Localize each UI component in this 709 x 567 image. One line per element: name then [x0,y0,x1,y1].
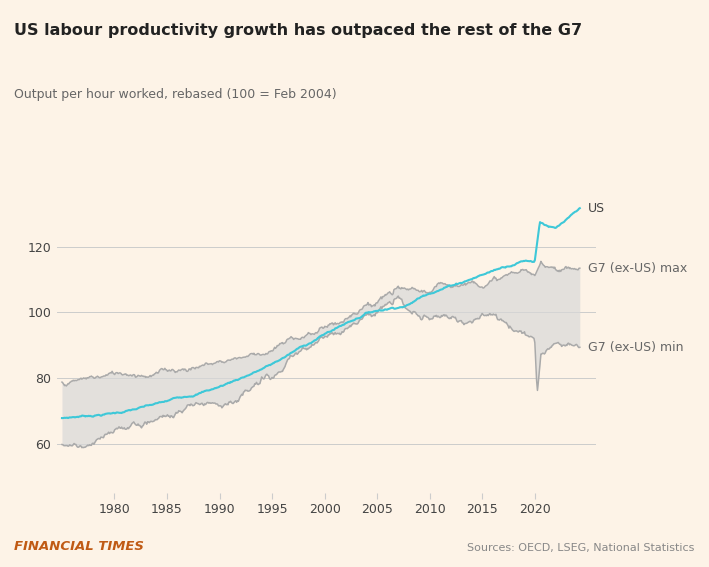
Text: G7 (ex-US) max: G7 (ex-US) max [588,262,688,274]
Text: Output per hour worked, rebased (100 = Feb 2004): Output per hour worked, rebased (100 = F… [14,88,337,101]
Text: US: US [588,202,605,215]
Text: FINANCIAL TIMES: FINANCIAL TIMES [14,540,144,553]
Text: US labour productivity growth has outpaced the rest of the G7: US labour productivity growth has outpac… [14,23,582,37]
Text: Sources: OECD, LSEG, National Statistics: Sources: OECD, LSEG, National Statistics [467,543,695,553]
Text: G7 (ex-US) min: G7 (ex-US) min [588,341,683,354]
